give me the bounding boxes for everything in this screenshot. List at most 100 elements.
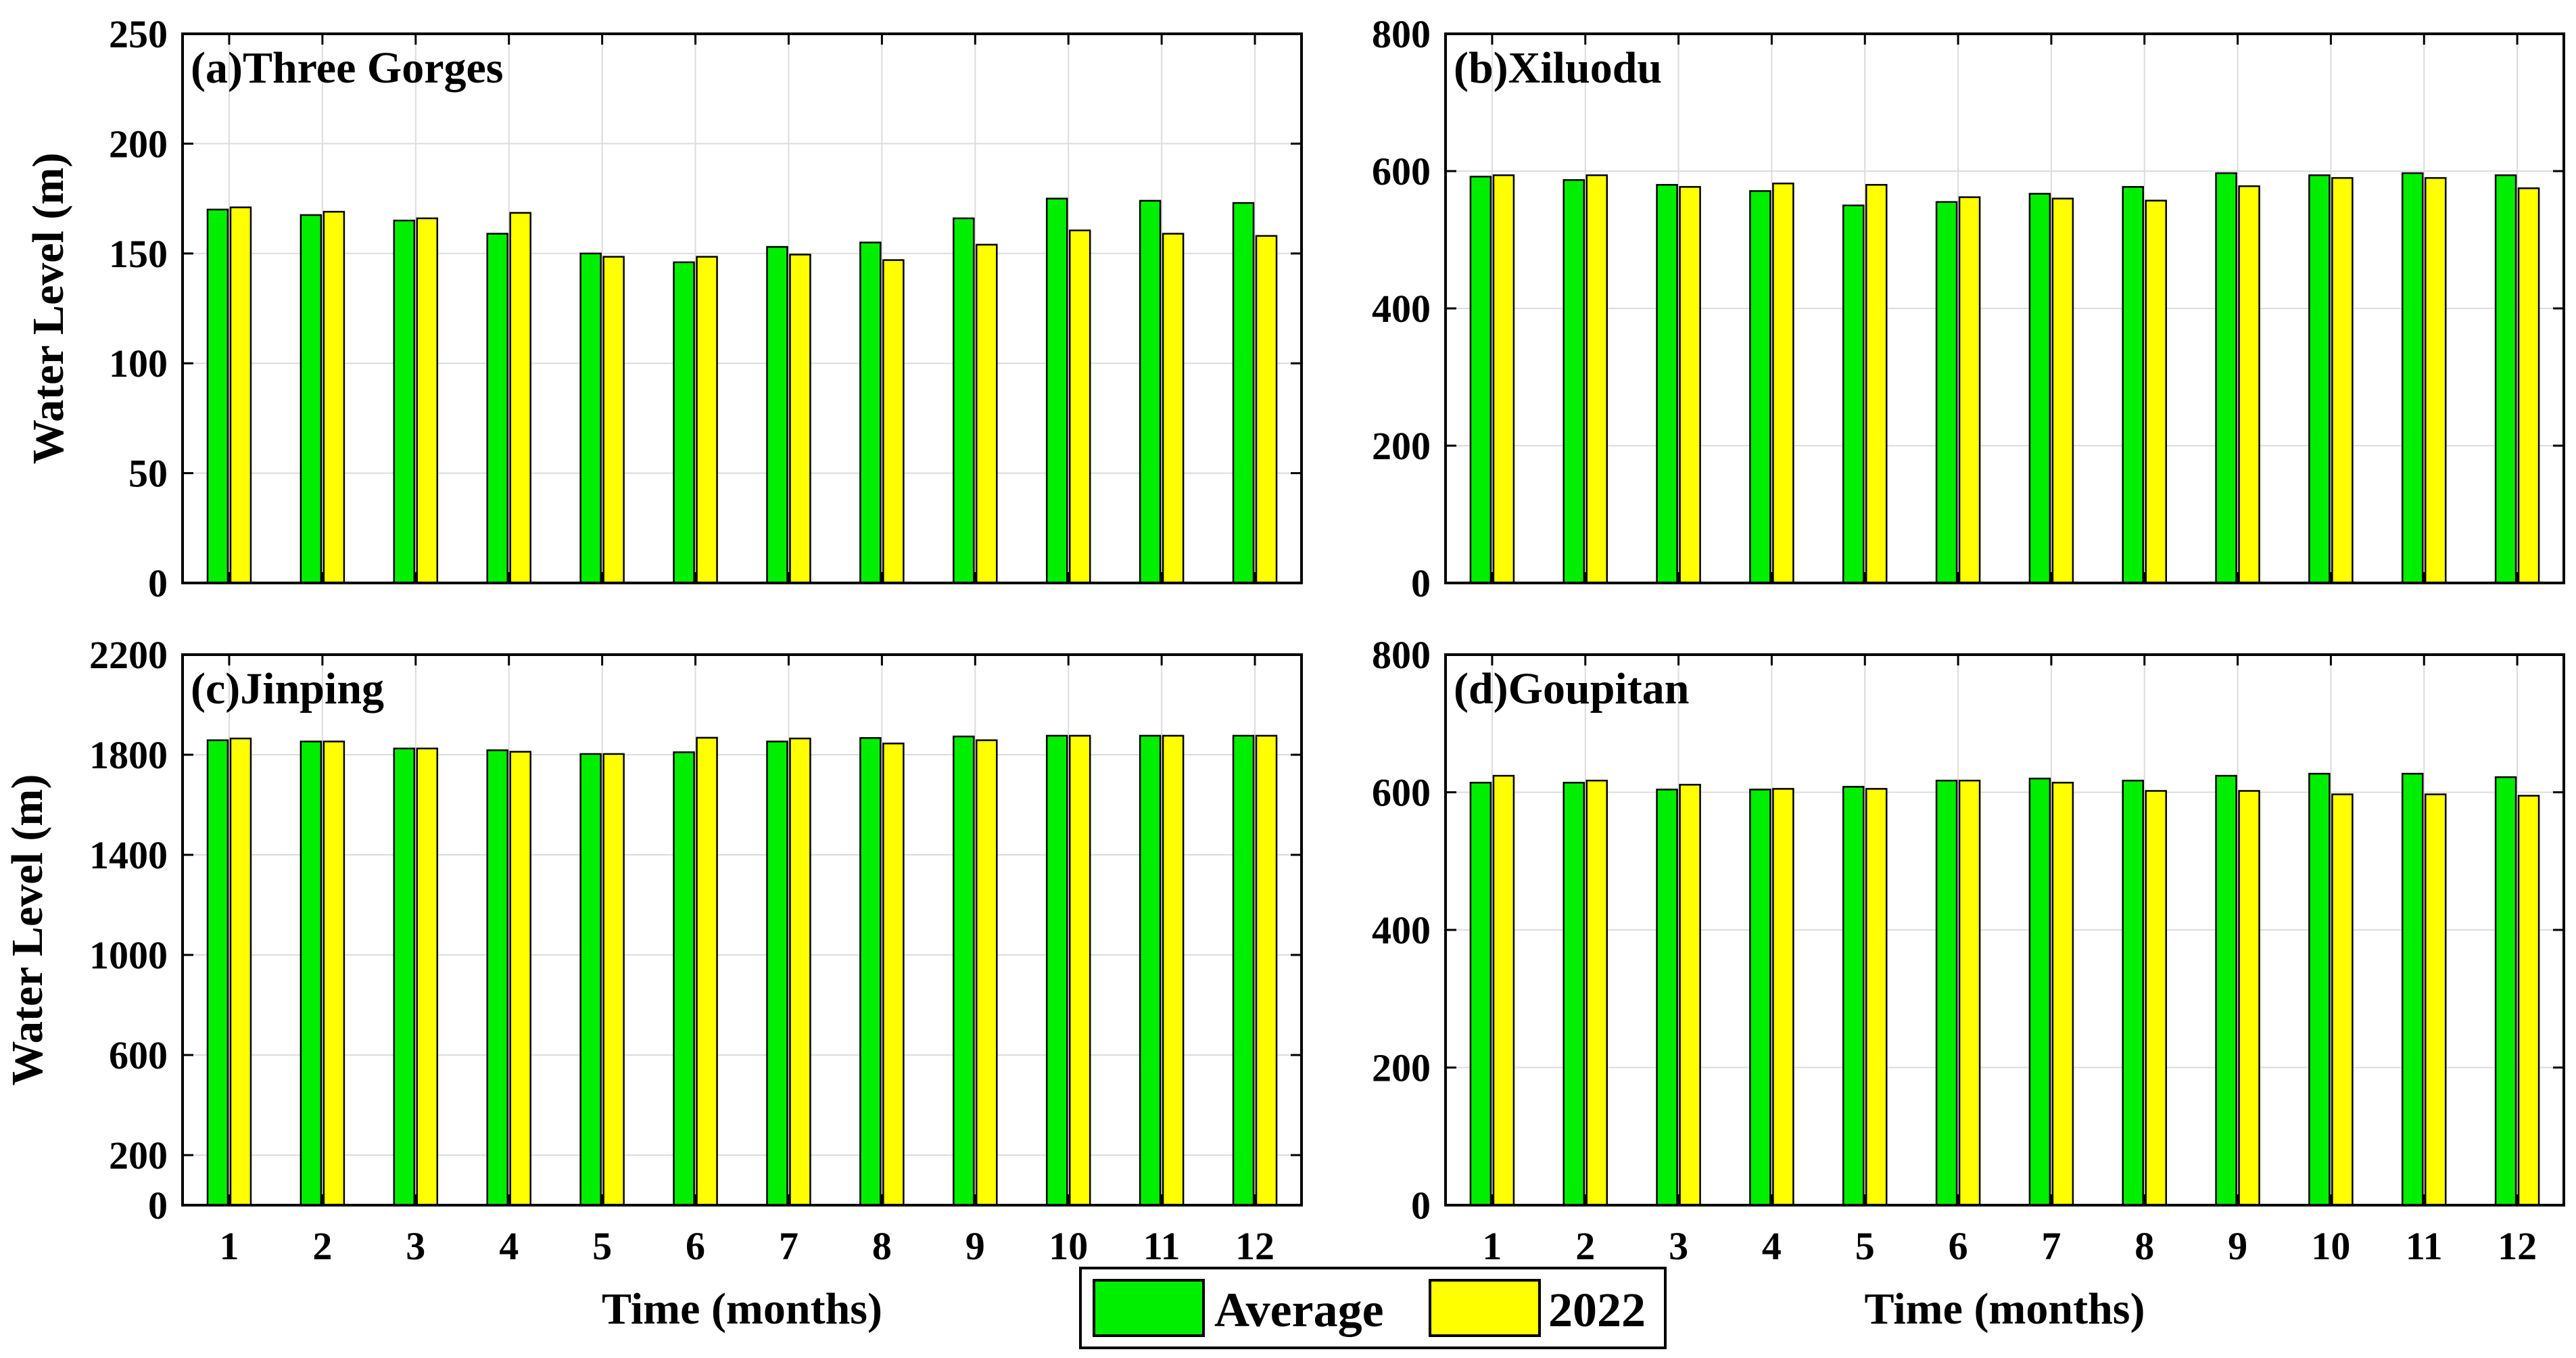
bar-2022 xyxy=(1585,779,1608,1207)
bar-2022 xyxy=(1162,233,1185,584)
y-tick-label: 1400 xyxy=(89,833,168,877)
x-tick-label: 2 xyxy=(312,1224,332,1268)
plot-area-jinping xyxy=(183,655,1302,1205)
bar-2022 xyxy=(2145,200,2167,584)
x-tick-label: 8 xyxy=(872,1224,892,1268)
bar-average xyxy=(673,751,695,1207)
bar-2022 xyxy=(1865,184,1888,584)
bar-2022 xyxy=(2331,177,2354,584)
bar-2022 xyxy=(696,736,718,1207)
y-tick-label: 1000 xyxy=(89,933,168,977)
bar-2022 xyxy=(1492,174,1515,584)
bar-2022 xyxy=(229,737,252,1207)
bar-2022 xyxy=(2051,197,2074,584)
bar-average xyxy=(673,261,695,584)
bar-average xyxy=(766,245,788,584)
bar-average xyxy=(486,749,508,1207)
bar-2022 xyxy=(416,747,439,1207)
bar-average xyxy=(300,741,323,1207)
bar-average xyxy=(393,219,416,584)
bar-2022 xyxy=(696,256,718,584)
y-tick-label: 1800 xyxy=(89,733,168,777)
bar-2022 xyxy=(2331,793,2354,1207)
y-tick-label: 800 xyxy=(1372,12,1431,56)
bar-2022 xyxy=(2425,177,2447,584)
bar-average xyxy=(300,214,323,584)
y-tick-label: 2200 xyxy=(89,633,168,677)
bar-average xyxy=(2028,193,2051,584)
bar-average xyxy=(1935,779,1958,1207)
y-tick-label: 600 xyxy=(109,1033,168,1077)
bar-average xyxy=(1935,201,1958,584)
bar-average xyxy=(766,741,788,1207)
axes-frame-goupitan xyxy=(1444,653,2565,1207)
y-tick-label: 0 xyxy=(1411,1184,1431,1227)
bar-average xyxy=(953,735,975,1207)
bar-2022 xyxy=(1585,174,1608,584)
bar-2022 xyxy=(882,743,905,1207)
y-tick-label: 600 xyxy=(1372,149,1431,193)
x-tick-label: 12 xyxy=(2498,1224,2537,1268)
y-axis-title: Water Level (m) xyxy=(3,774,52,1086)
bar-average xyxy=(2122,779,2144,1207)
x-axis-title: Time (months) xyxy=(1865,1284,2145,1334)
x-tick-label: 4 xyxy=(499,1224,519,1268)
bar-average xyxy=(2402,772,2424,1207)
bar-average xyxy=(2122,186,2144,584)
bar-average xyxy=(2215,172,2237,584)
bar-2022 xyxy=(976,739,998,1207)
bar-2022 xyxy=(1162,734,1185,1207)
bar-average xyxy=(206,208,229,584)
bar-2022 xyxy=(1492,774,1515,1207)
y-tick-label: 200 xyxy=(109,1133,168,1177)
legend-swatch-average xyxy=(1093,1279,1205,1337)
axes-frame-xiluodu xyxy=(1444,32,2565,584)
bar-average xyxy=(1749,789,1771,1207)
bar-2022 xyxy=(509,212,531,584)
bar-average xyxy=(953,217,975,584)
x-tick-label: 5 xyxy=(1855,1224,1875,1268)
y-tick-label: 200 xyxy=(109,122,168,166)
bar-2022 xyxy=(2145,790,2167,1207)
x-tick-label: 4 xyxy=(1762,1224,1782,1268)
bar-average xyxy=(2494,776,2517,1207)
bar-average xyxy=(1749,190,1771,584)
y-tick-label: 50 xyxy=(128,452,168,496)
axes-frame-jinping xyxy=(181,653,1303,1207)
bar-average xyxy=(206,739,229,1207)
legend-swatch-2022 xyxy=(1429,1279,1541,1337)
x-tick-label: 1 xyxy=(1482,1224,1502,1268)
y-tick-label: 600 xyxy=(1372,771,1431,815)
bar-average xyxy=(393,747,416,1207)
bar-2022 xyxy=(1679,784,1701,1207)
bar-2022 xyxy=(1958,779,1981,1207)
y-tick-label: 400 xyxy=(1372,287,1431,331)
x-tick-label: 9 xyxy=(2228,1224,2247,1268)
x-tick-label: 6 xyxy=(1949,1224,1968,1268)
bar-average xyxy=(1656,789,1678,1207)
bar-2022 xyxy=(1255,235,1278,584)
bar-2022 xyxy=(1772,788,1794,1207)
x-tick-label: 3 xyxy=(1669,1224,1688,1268)
bar-average xyxy=(1563,782,1585,1207)
bar-2022 xyxy=(323,741,345,1207)
bar-average xyxy=(2308,174,2331,584)
bar-2022 xyxy=(1772,183,1794,584)
bar-2022 xyxy=(323,210,345,584)
bar-average xyxy=(2308,772,2331,1207)
x-tick-label: 10 xyxy=(2311,1224,2350,1268)
bar-2022 xyxy=(1958,196,1981,584)
bar-average xyxy=(1842,204,1865,584)
x-tick-label: 11 xyxy=(1143,1224,1180,1268)
bar-2022 xyxy=(2051,782,2074,1207)
y-axis-title: Water Level (m) xyxy=(24,153,73,465)
bar-average xyxy=(1045,197,1068,584)
bar-2022 xyxy=(789,254,811,584)
bar-average xyxy=(579,753,602,1207)
panel-title-three-gorges: (a)Three Gorges xyxy=(191,43,503,93)
bar-2022 xyxy=(1679,186,1701,584)
panel-xiluodu: 0 200 400 600 800 (b)Xiluodu xyxy=(1372,12,2565,605)
